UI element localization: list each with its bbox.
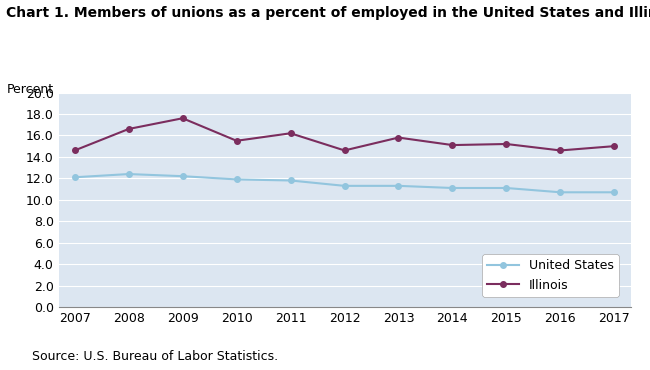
Illinois [233, 138, 240, 143]
Line: United States: United States [72, 171, 617, 195]
United States [610, 190, 618, 195]
United States [179, 174, 187, 178]
Illinois [502, 142, 510, 146]
Illinois [125, 127, 133, 131]
United States [341, 184, 348, 188]
Illinois [71, 148, 79, 153]
United States [395, 184, 402, 188]
Illinois [610, 144, 618, 148]
United States [448, 186, 456, 190]
United States [556, 190, 564, 195]
United States [71, 175, 79, 179]
Illinois [341, 148, 348, 153]
United States [233, 177, 240, 182]
Text: Percent: Percent [6, 83, 53, 96]
Illinois [395, 135, 402, 140]
United States [125, 172, 133, 176]
Legend: United States, Illinois: United States, Illinois [482, 254, 619, 297]
Illinois [179, 116, 187, 121]
Line: Illinois: Illinois [72, 115, 617, 153]
Illinois [556, 148, 564, 153]
Text: Source: U.S. Bureau of Labor Statistics.: Source: U.S. Bureau of Labor Statistics. [32, 350, 279, 363]
United States [502, 186, 510, 190]
Illinois [287, 131, 294, 135]
Illinois [448, 143, 456, 147]
Text: Chart 1. Members of unions as a percent of employed in the United States and Ill: Chart 1. Members of unions as a percent … [6, 6, 650, 20]
United States [287, 178, 294, 183]
